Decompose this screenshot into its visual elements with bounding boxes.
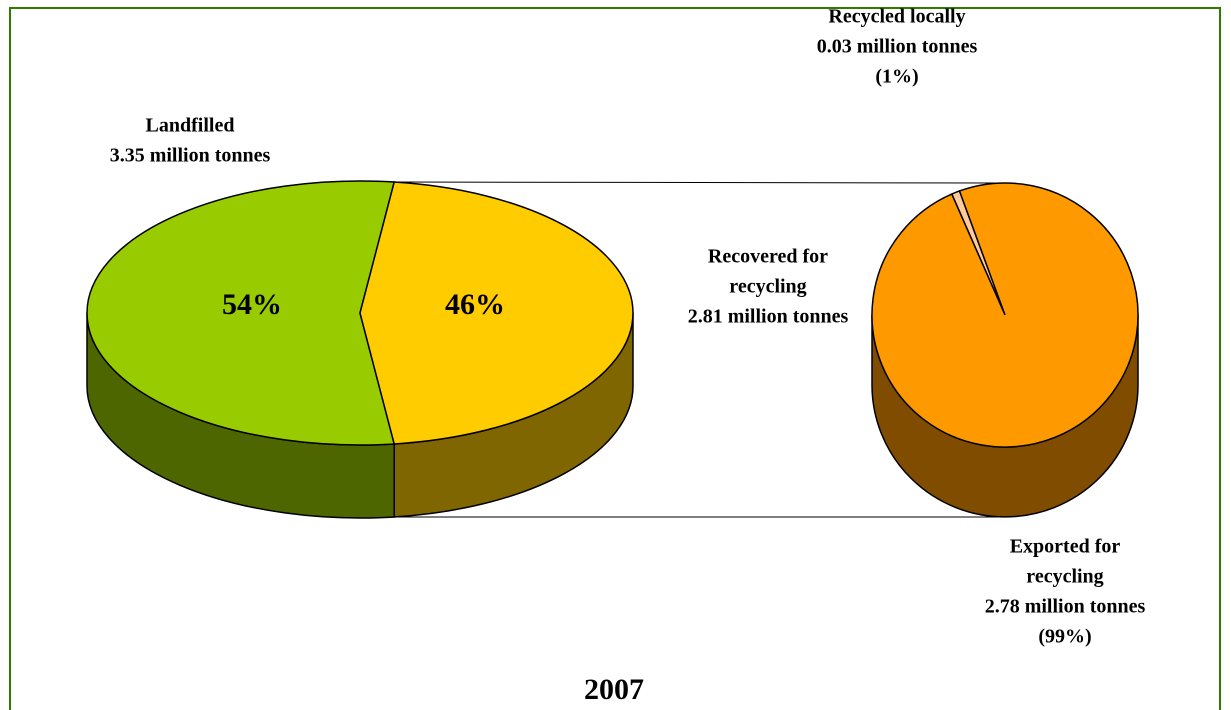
connector [394,181,1006,184]
value-label: (99%) [1038,626,1091,648]
value-label: 54% [222,288,282,321]
slice [359,181,634,445]
category-label: Recovered for [708,246,828,268]
value-label: (1%) [875,66,918,88]
category-label: Exported for [1010,536,1121,558]
category-label: recycling [729,276,806,298]
category-label: 2.81 million tonnes [688,306,849,328]
slice [871,182,1139,448]
category-label: Recycled locally [828,6,965,28]
category-label: 0.03 million tonnes [817,36,978,58]
category-label: Landfilled [146,115,235,137]
category-label: 2.78 million tonnes [985,596,1146,618]
chart-title: 2007 [584,673,644,706]
frame [9,7,1221,710]
category-label: 3.35 million tonnes [110,145,271,167]
slice [86,180,396,446]
category-label: recycling [1026,566,1103,588]
value-label: 46% [445,288,505,321]
